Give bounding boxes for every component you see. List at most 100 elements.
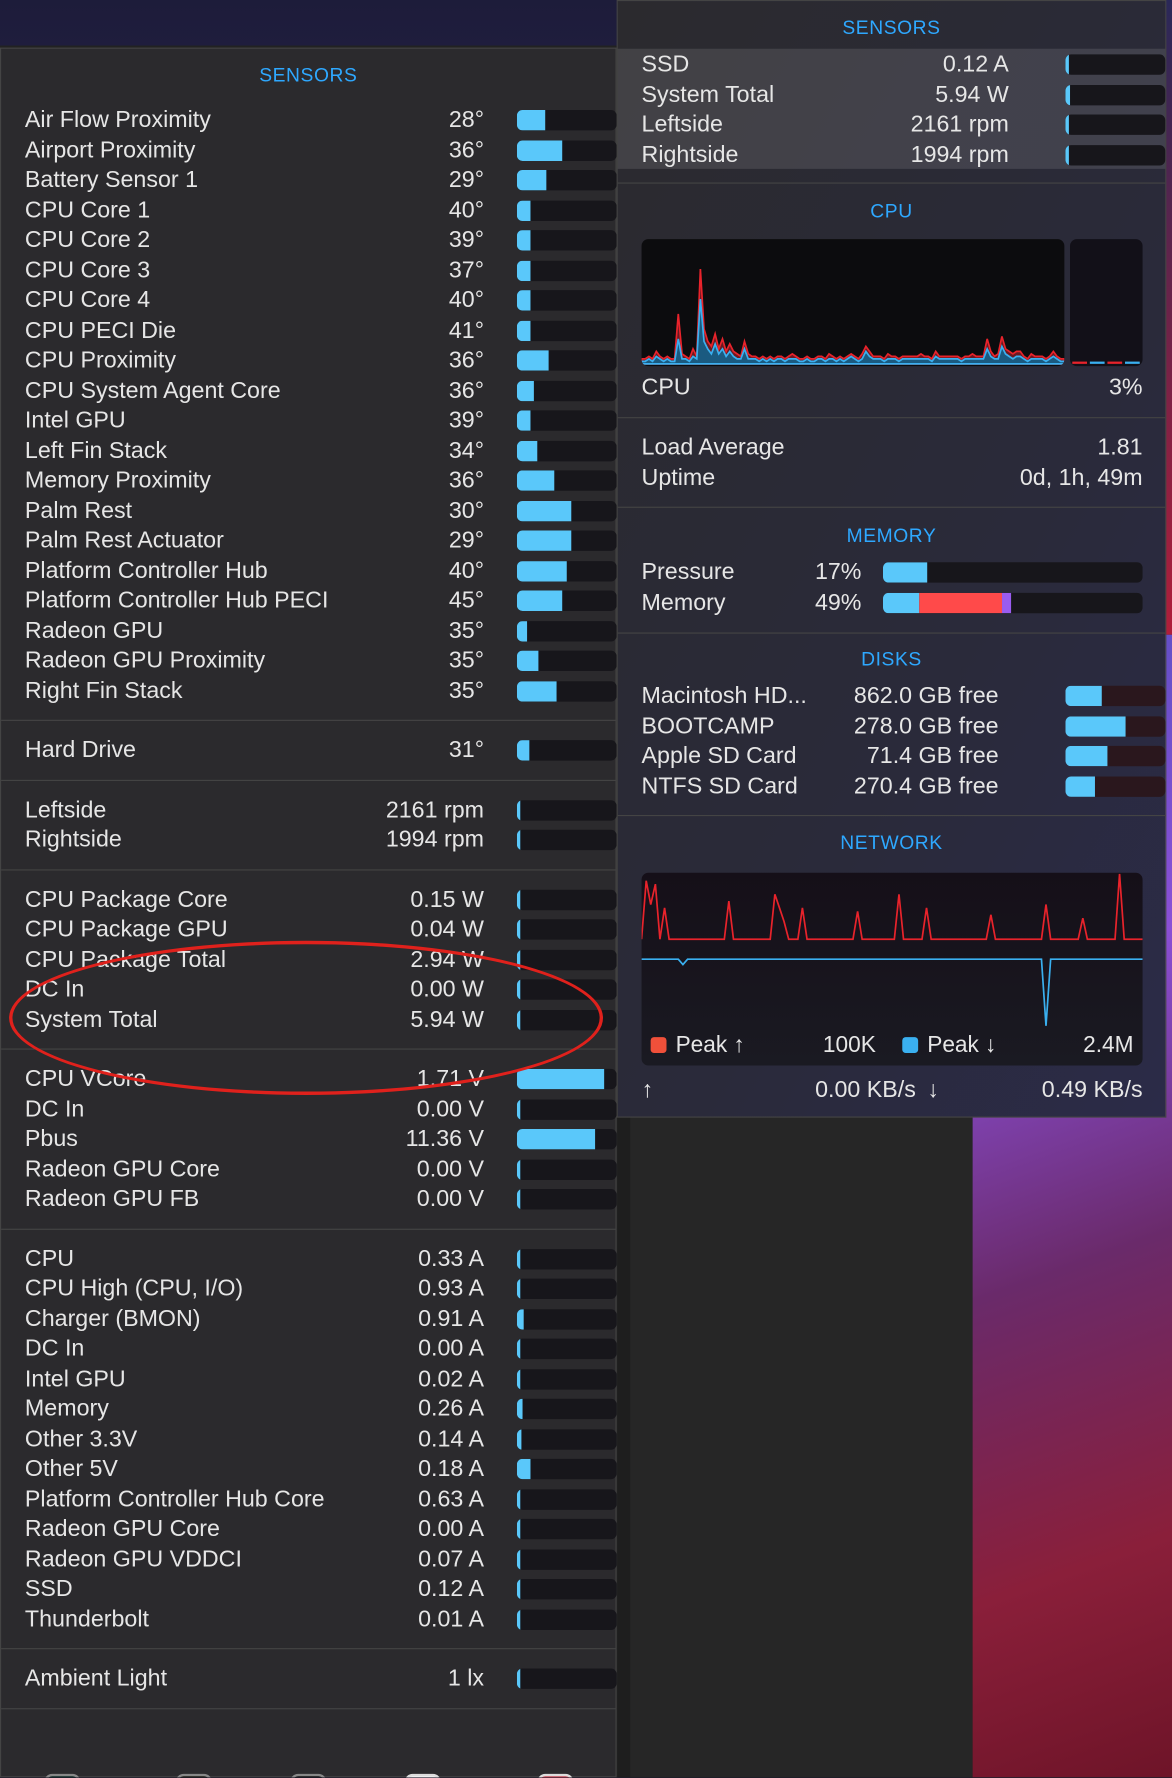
level-bar — [516, 680, 617, 702]
sensor-value: 0.26 A — [418, 1395, 485, 1422]
network-rates-row: ↑ 0.00 KB/s ↓ 0.49 KB/s — [642, 1076, 1143, 1105]
sensor-value: 34° — [448, 436, 485, 464]
sensor-row: Battery Sensor 1 29° — [25, 165, 617, 194]
disk-row: Apple SD Card 71.4 GB free — [642, 741, 1166, 770]
sensor-value: 0.07 A — [418, 1545, 485, 1572]
level-bar — [516, 230, 617, 251]
level-bar-fill — [516, 590, 563, 611]
level-bar — [516, 1248, 617, 1269]
sensor-row: Memory Proximity 36° — [24, 466, 617, 495]
level-bar — [516, 380, 617, 401]
sensor-row: Other 3.3V 0.14 A — [25, 1424, 617, 1453]
sensor-label: SSD — [24, 1575, 73, 1602]
sensor-label: Radeon GPU Core — [24, 1155, 220, 1182]
sensor-row: Charger (BMON) 0.91 A — [25, 1304, 617, 1333]
level-bar — [516, 979, 617, 1000]
sensor-row: Leftside 2161 rpm — [642, 110, 1166, 139]
level-bar — [516, 650, 617, 672]
sensor-label: BOOTCAMP — [641, 712, 775, 739]
level-bar-fill — [516, 440, 537, 461]
sensor-label: CPU — [24, 1245, 75, 1272]
console-icon[interactable]: WARNI AY 7:36 — [175, 1773, 212, 1778]
sensor-label: Rightside — [24, 826, 122, 853]
sensor-label: Memory Proximity — [24, 467, 211, 494]
cpu-cores-graph[interactable] — [1070, 239, 1143, 367]
legend-download: Peak ↓ — [902, 1031, 997, 1058]
uptime-value: 0d, 1h, 49m — [1019, 464, 1143, 491]
level-bar — [516, 109, 617, 131]
level-bar — [1065, 114, 1166, 135]
level-bar-fill — [516, 170, 547, 191]
sensor-label: System Total — [641, 81, 775, 108]
memory-label: Memory — [641, 589, 726, 616]
sensor-value: 1994 rpm — [385, 826, 485, 853]
network-graph[interactable]: Peak ↑ 100K Peak ↓ 2.4M — [641, 872, 1143, 1066]
sensor-row: DC In 0.00 W — [25, 975, 617, 1004]
sensor-row: Thunderbolt 0.01 A — [25, 1604, 617, 1633]
level-bar-fill — [516, 1609, 521, 1630]
sensor-label: Intel GPU — [24, 406, 126, 433]
level-bar — [516, 889, 617, 910]
sensor-row: Radeon GPU FB 0.00 V — [25, 1185, 617, 1214]
level-bar-fill — [516, 1338, 521, 1360]
divider — [1, 1648, 616, 1650]
sensor-value: 862.0 GB free — [853, 682, 999, 709]
sensor-row: Radeon GPU VDDCI 0.07 A — [25, 1544, 617, 1573]
level-bar-fill — [516, 919, 521, 940]
sensor-value: 40° — [448, 557, 485, 584]
sensor-label: Platform Controller Hub Core — [24, 1485, 325, 1512]
sensor-value: 0.00 V — [416, 1185, 485, 1212]
level-bar-fill — [516, 230, 531, 251]
sensor-row: Other 5V 0.18 A — [25, 1454, 617, 1483]
sensor-row: CPU Core 2 39° — [25, 226, 617, 255]
memory-value: 49% — [814, 589, 862, 616]
sensor-label: CPU System Agent Core — [24, 376, 281, 403]
sensor-row: CPU High (CPU, I/O) 0.93 A — [25, 1274, 617, 1303]
disk-row: BOOTCAMP 278.0 GB free — [641, 711, 1166, 740]
sensor-row: CPU Core 1 40° — [25, 196, 617, 225]
terminal-icon[interactable]: >_ — [290, 1773, 327, 1778]
system-information-icon[interactable] — [404, 1773, 441, 1778]
sensor-value: 0.12 A — [418, 1575, 485, 1602]
upload-swatch-icon — [650, 1037, 667, 1054]
sensor-value: 5.94 W — [410, 1005, 485, 1033]
level-bar — [516, 440, 617, 461]
level-bar-fill — [516, 889, 521, 910]
cpu-user-series — [641, 269, 1065, 365]
sensors-title: SENSORS — [259, 64, 358, 87]
level-bar-fill — [516, 1189, 521, 1210]
level-bar-fill — [516, 1518, 521, 1540]
istat-menus-icon[interactable] — [537, 1773, 574, 1778]
sensor-label: CPU VCore — [24, 1065, 147, 1092]
upload-series — [641, 873, 1143, 941]
download-rate: 0.49 KB/s — [1041, 1076, 1143, 1103]
cpu-title: CPU — [870, 200, 913, 223]
sensor-value: 0.00 A — [418, 1335, 485, 1362]
sensor-value: 40° — [448, 196, 485, 223]
divider — [1, 868, 616, 870]
disk-row: NTFS SD Card 270.4 GB free — [642, 771, 1166, 800]
memory-segment — [1002, 592, 1012, 614]
activity-monitor-icon[interactable] — [44, 1773, 81, 1778]
level-bar — [1065, 54, 1166, 75]
level-bar-fill — [516, 290, 531, 311]
level-bar-fill — [516, 1248, 521, 1269]
sensor-value: 0.18 A — [418, 1455, 485, 1482]
sensor-value: 37° — [448, 256, 485, 283]
level-bar — [516, 410, 617, 431]
level-bar — [516, 919, 617, 940]
sensor-label: CPU Core 3 — [24, 256, 151, 283]
sensors-detail-panel: SENSORS Air Flow Proximity 28° Airport Pro… — [0, 47, 617, 1778]
cpu-history-graph[interactable] — [641, 239, 1065, 367]
level-bar — [516, 290, 617, 311]
sensor-label: Hard Drive — [24, 736, 136, 763]
level-bar — [1065, 745, 1166, 767]
level-bar — [516, 260, 617, 281]
sensor-label: Memory — [24, 1395, 109, 1422]
sensor-value: 1 lx — [447, 1665, 485, 1692]
level-bar-fill — [516, 139, 563, 161]
sensor-row: SSD 0.12 A — [642, 50, 1166, 79]
divider — [1, 779, 616, 781]
level-bar-fill — [516, 1548, 521, 1570]
sensor-label: Right Fin Stack — [24, 677, 183, 704]
